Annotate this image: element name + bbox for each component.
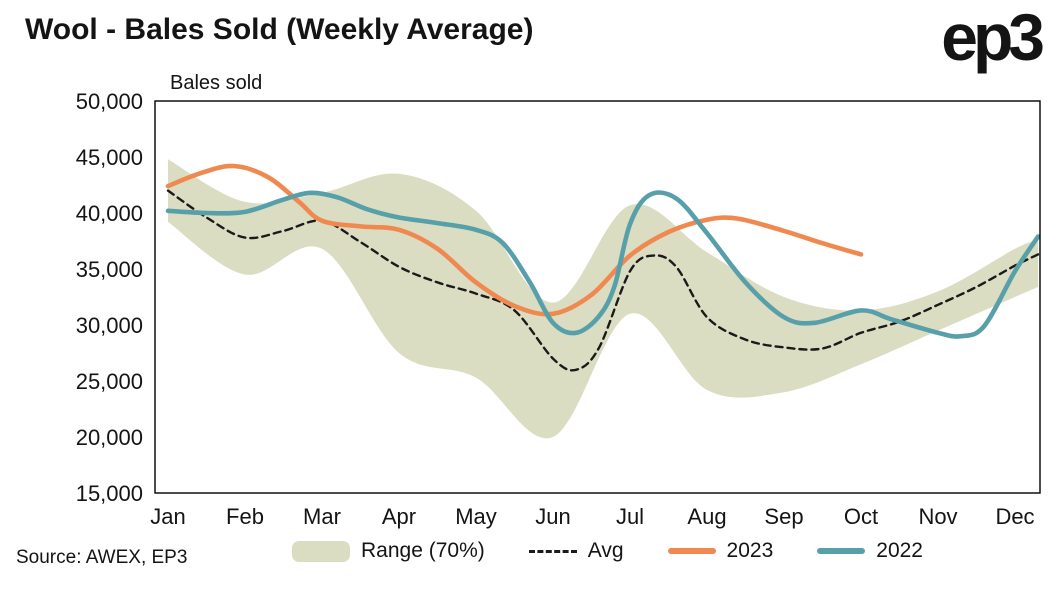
- y-tick-label: 30,000: [76, 313, 143, 338]
- y-tick-label: 35,000: [76, 257, 143, 282]
- x-tick-label: Aug: [687, 504, 726, 529]
- x-tick-label: Oct: [844, 504, 878, 529]
- x-tick-label: Apr: [382, 504, 416, 529]
- chart-legend: Range (70%) Avg 2023 2022: [292, 539, 923, 563]
- x-tick-label: Mar: [303, 504, 341, 529]
- legend-label-avg: Avg: [587, 539, 624, 562]
- legend-label-range: Range (70%): [361, 539, 485, 562]
- legend-item-2022: 2022: [817, 539, 923, 563]
- legend-swatch-range: [292, 540, 350, 562]
- legend-label-2023: 2023: [726, 539, 774, 562]
- plot-border: [154, 100, 1041, 494]
- source-note: Source: AWEX, EP3: [16, 547, 188, 568]
- ep3-logo: ep3: [941, 0, 1045, 74]
- series-2022: [165, 190, 1040, 339]
- x-tick-label: Feb: [226, 504, 264, 529]
- y-tick-label: 40,000: [76, 201, 143, 226]
- x-tick-label: Sep: [764, 504, 803, 529]
- y-axis-title: Bales sold: [170, 72, 263, 94]
- legend-item-range: Range (70%): [292, 539, 485, 563]
- x-tick-label: May: [455, 504, 497, 529]
- series-2023: [165, 163, 864, 317]
- x-tick-label: Nov: [918, 504, 957, 529]
- legend-label-2022: 2022: [876, 539, 923, 562]
- legend-item-2023: 2023: [667, 539, 774, 563]
- x-tick-label: Jan: [150, 504, 185, 529]
- legend-swatch-2023: [667, 548, 716, 554]
- legend-swatch-avg: [528, 549, 577, 553]
- y-tick-label: 45,000: [76, 145, 143, 170]
- x-tick-label: Jul: [616, 504, 644, 529]
- y-tick-label: 15,000: [76, 481, 143, 506]
- x-tick-label: Dec: [995, 504, 1034, 529]
- legend-item-avg: Avg: [528, 539, 624, 563]
- chart-title: Wool - Bales Sold (Weekly Average): [25, 13, 534, 46]
- x-tick-label: Jun: [535, 504, 570, 529]
- y-tick-label: 25,000: [76, 369, 143, 394]
- y-tick-label: 50,000: [76, 89, 143, 114]
- legend-swatch-2022: [817, 548, 866, 554]
- y-tick-label: 20,000: [76, 425, 143, 450]
